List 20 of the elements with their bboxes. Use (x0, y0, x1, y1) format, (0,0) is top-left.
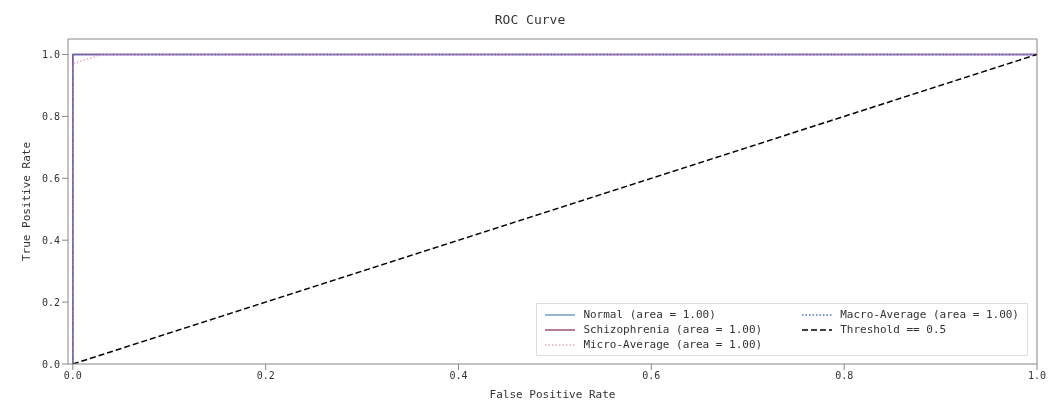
legend-label: Threshold == 0.5 (840, 323, 947, 336)
chart-title: ROC Curve (493, 12, 567, 27)
x-tick-label: 1.0 (1027, 370, 1047, 382)
x-tick-label: 0.4 (449, 370, 468, 382)
y-tick-label: 0.2 (41, 296, 60, 308)
y-tick-label: 0.4 (41, 234, 60, 246)
legend-label: Micro-Average (area = 1.00) (583, 338, 763, 351)
legend-label: Macro-Average (area = 1.00) (840, 308, 1019, 321)
y-tick-label: 0.8 (41, 110, 60, 122)
x-tick-label: 0.6 (642, 370, 661, 382)
legend-label: Normal (area = 1.00) (583, 308, 716, 321)
y-tick-label: 0.6 (41, 172, 60, 184)
legend-label: Schizophrenia (area = 1.00) (583, 323, 763, 336)
y-axis-title: True Positive Rate (19, 141, 33, 262)
x-tick-label: 0.0 (63, 370, 82, 382)
x-tick-label: 0.2 (256, 370, 275, 382)
x-tick-label: 0.8 (835, 370, 854, 382)
x-axis-title: False Positive Rate (489, 388, 616, 400)
y-tick-label: 1.0 (41, 49, 60, 61)
y-tick-label: 0.0 (41, 358, 60, 370)
